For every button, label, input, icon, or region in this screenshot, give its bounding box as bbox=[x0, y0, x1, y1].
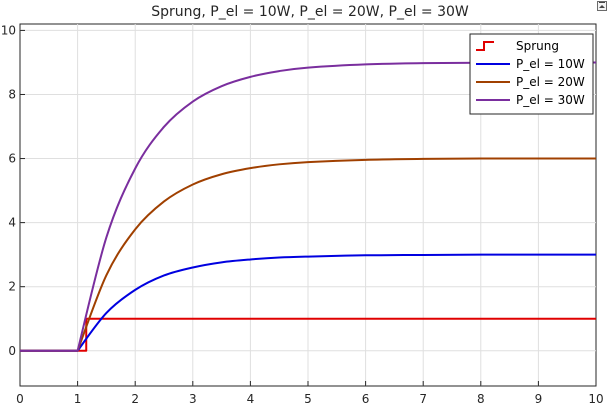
y-tick-label: 0 bbox=[8, 344, 16, 358]
expand-plot-icon[interactable] bbox=[597, 1, 607, 11]
x-tick-label: 6 bbox=[362, 392, 370, 406]
legend-label: P_el = 20W bbox=[516, 75, 585, 89]
x-tick-label: 4 bbox=[247, 392, 255, 406]
axis-ticks: 0 1 2 3 4 5 6 7 8 9 10 0 2 4 6 8 10 bbox=[1, 23, 604, 406]
chart-title: Sprung, P_el = 10W, P_el = 20W, P_el = 3… bbox=[151, 4, 469, 20]
x-tick-label: 2 bbox=[131, 392, 139, 406]
x-tick-label: 7 bbox=[419, 392, 427, 406]
x-tick-label: 3 bbox=[189, 392, 197, 406]
series-lines bbox=[20, 61, 597, 352]
legend-label: P_el = 10W bbox=[516, 57, 585, 71]
x-tick-label: 10 bbox=[588, 392, 603, 406]
series-line-1 bbox=[20, 253, 596, 352]
x-tick-label: 8 bbox=[477, 392, 485, 406]
x-tick-label: 5 bbox=[304, 392, 312, 406]
y-tick-label: 6 bbox=[8, 152, 16, 166]
legend-label: Sprung bbox=[516, 39, 559, 53]
legend: Sprung P_el = 10W P_el = 20W P_el = 30W bbox=[469, 33, 594, 115]
series-line-2 bbox=[20, 157, 596, 352]
legend-label: P_el = 30W bbox=[516, 93, 585, 107]
y-tick-label: 10 bbox=[1, 23, 16, 37]
legend-swatch bbox=[476, 41, 494, 51]
y-tick-label: 4 bbox=[8, 216, 16, 230]
y-tick-label: 8 bbox=[8, 87, 16, 101]
x-tick-label: 9 bbox=[535, 392, 543, 406]
x-tick-label: 0 bbox=[16, 392, 24, 406]
y-tick-label: 2 bbox=[8, 280, 16, 294]
x-tick-label: 1 bbox=[74, 392, 82, 406]
